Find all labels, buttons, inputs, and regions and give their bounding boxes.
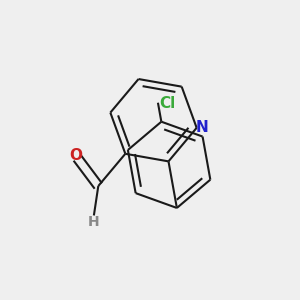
Text: Cl: Cl xyxy=(160,96,176,111)
Text: O: O xyxy=(69,148,82,163)
Text: N: N xyxy=(196,120,208,135)
Text: H: H xyxy=(88,215,100,229)
